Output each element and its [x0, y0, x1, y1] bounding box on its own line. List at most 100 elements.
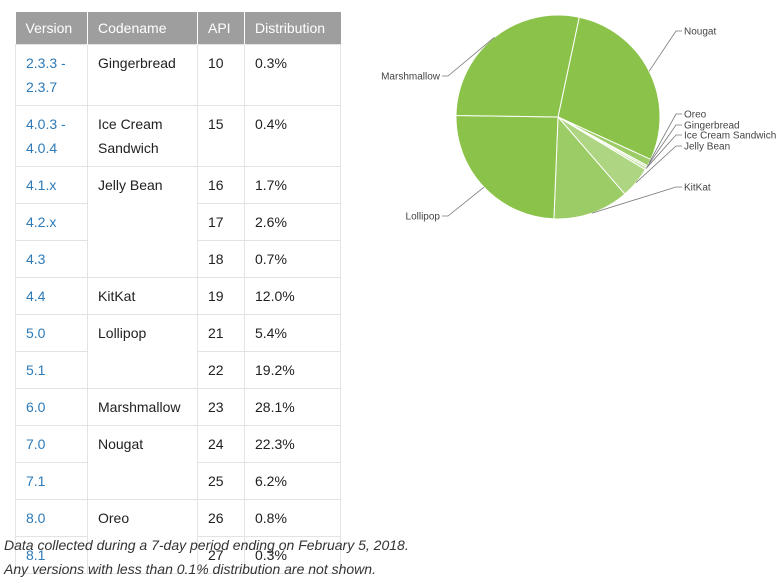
api-cell: 24 [197, 424, 245, 463]
codename-cell: Lollipop [87, 313, 198, 389]
version-cell[interactable]: 7.1 [15, 461, 88, 500]
api-cell: 25 [197, 461, 245, 500]
slice-label: KitKat [684, 183, 711, 194]
codename-cell: KitKat [87, 276, 198, 315]
table-row: 7.1 25 6.2% [15, 461, 341, 500]
version-cell[interactable]: 5.0 [15, 313, 88, 352]
version-cell[interactable]: 5.1 [15, 350, 88, 389]
slice-label: Jelly Bean [684, 142, 730, 153]
version-cell[interactable]: 4.2.x [15, 202, 88, 241]
table-row: 4.2.x 17 2.6% [15, 202, 341, 241]
version-cell[interactable]: 2.3.3 - 2.3.7 [15, 43, 88, 106]
column-header-codename: Codename [87, 12, 198, 44]
codename-cell: Ice Cream Sandwich [87, 104, 198, 167]
version-link[interactable]: 4.2.x [26, 213, 57, 230]
footnote-data-period: Data collected during a 7-day period end… [4, 537, 409, 553]
api-cell: 21 [197, 313, 245, 352]
version-link[interactable]: 2.3.3 - [26, 54, 66, 71]
distribution-cell: 12.0% [244, 276, 341, 315]
codename-cell: Marshmallow [87, 387, 198, 426]
version-cell[interactable]: 8.0 [15, 498, 88, 537]
version-link[interactable]: 2.3.7 [26, 78, 58, 95]
api-cell: 27 [197, 535, 245, 574]
version-link[interactable]: 8.0 [26, 509, 46, 526]
api-cell: 17 [197, 202, 245, 241]
codename-cell: Gingerbread [87, 43, 198, 106]
distribution-cell: 0.4% [244, 104, 341, 167]
distribution-cell: 0.3% [244, 535, 341, 574]
table-row: 5.1 22 19.2% [15, 350, 341, 389]
column-header-version: Version [15, 12, 88, 44]
pie-slice-lollipop [455, 114, 559, 220]
slice-label: Nougat [684, 27, 716, 38]
leader-line [648, 30, 682, 72]
slice-label: Lollipop [406, 212, 441, 223]
table-row: 5.0 Lollipop 21 5.4% [15, 313, 341, 389]
distribution-cell: 0.7% [244, 239, 341, 278]
leader-line [645, 134, 682, 169]
table-row: 2.3.3 - 2.3.7 Gingerbread 10 0.3% [15, 43, 341, 106]
version-link[interactable]: 4.3 [26, 250, 46, 267]
slice-label: Gingerbread [684, 121, 740, 132]
version-link[interactable]: 6.0 [26, 398, 46, 415]
table-row: 4.0.3 - 4.0.4 Ice Cream Sandwich 15 0.4% [15, 104, 341, 167]
table-header-row: Version Codename API Distribution [15, 12, 341, 44]
api-cell: 22 [197, 350, 245, 389]
leader-line [442, 36, 495, 77]
version-cell[interactable]: 6.0 [15, 387, 88, 426]
version-link[interactable]: 4.0.3 - [26, 115, 66, 132]
table-row: 4.4 KitKat 19 12.0% [15, 276, 341, 315]
api-cell: 18 [197, 239, 245, 278]
distribution-cell: 22.3% [244, 424, 341, 463]
table-row: 4.1.x Jelly Bean 16 1.7% [15, 165, 341, 278]
distribution-cell: 28.1% [244, 387, 341, 426]
distribution-table: Version Codename API Distribution 2.3.3 … [15, 12, 341, 574]
version-link[interactable]: 4.1.x [26, 176, 57, 193]
version-link[interactable]: 7.0 [26, 435, 46, 452]
distribution-cell: 19.2% [244, 350, 341, 389]
api-cell: 26 [197, 498, 245, 537]
pie-slice-kitkat [553, 115, 626, 220]
table-row: 8.0 Oreo 26 0.8% [15, 498, 341, 574]
distribution-cell: 0.8% [244, 498, 341, 537]
api-cell: 10 [197, 43, 245, 106]
leader-line [635, 145, 682, 183]
version-cell[interactable]: 4.1.x [15, 165, 88, 204]
slice-label: Marshmallow [381, 72, 441, 83]
distribution-cell: 1.7% [244, 165, 341, 204]
leader-line [591, 186, 682, 214]
version-link[interactable]: 8.1 [26, 546, 46, 563]
distribution-cell: 6.2% [244, 461, 341, 500]
column-header-distribution: Distribution [244, 12, 341, 44]
pie-slice-marshmallow [455, 14, 580, 118]
version-link[interactable]: 7.1 [26, 472, 46, 489]
leader-line [646, 124, 682, 167]
version-link[interactable]: 4.4 [26, 287, 46, 304]
version-link[interactable]: 5.1 [26, 361, 46, 378]
slice-label: Oreo [684, 110, 707, 121]
leader-line [648, 113, 682, 163]
version-link[interactable]: 4.0.4 [26, 139, 58, 156]
version-cell[interactable]: 4.4 [15, 276, 88, 315]
api-cell: 19 [197, 276, 245, 315]
version-cell[interactable]: 4.0.3 - 4.0.4 [15, 104, 88, 167]
version-cell[interactable]: 7.0 [15, 424, 88, 463]
leader-line [442, 186, 485, 217]
api-cell: 15 [197, 104, 245, 167]
pie-slice-nougat [557, 16, 661, 161]
slice-label: Ice Cream Sandwich [684, 131, 776, 142]
version-link[interactable]: 5.0 [26, 324, 46, 341]
codename-cell: Nougat [87, 424, 198, 500]
version-cell[interactable]: 8.1 [15, 535, 88, 574]
api-cell: 23 [197, 387, 245, 426]
distribution-cell: 0.3% [244, 43, 341, 106]
table-row: 7.0 Nougat 24 22.3% [15, 424, 341, 500]
table-row: 8.1 27 0.3% [15, 535, 341, 574]
version-cell[interactable]: 4.3 [15, 239, 88, 278]
footnote-threshold: Any versions with less than 0.1% distrib… [4, 561, 376, 577]
table-body: 2.3.3 -2.3.7 Gingerbread 10 0.3% 4.0.3 -4.0.… [15, 43, 341, 574]
table-row: 6.0 Marshmallow 23 28.1% [15, 387, 341, 426]
distribution-cell: 2.6% [244, 202, 341, 241]
codename-cell: Jelly Bean [87, 165, 198, 278]
